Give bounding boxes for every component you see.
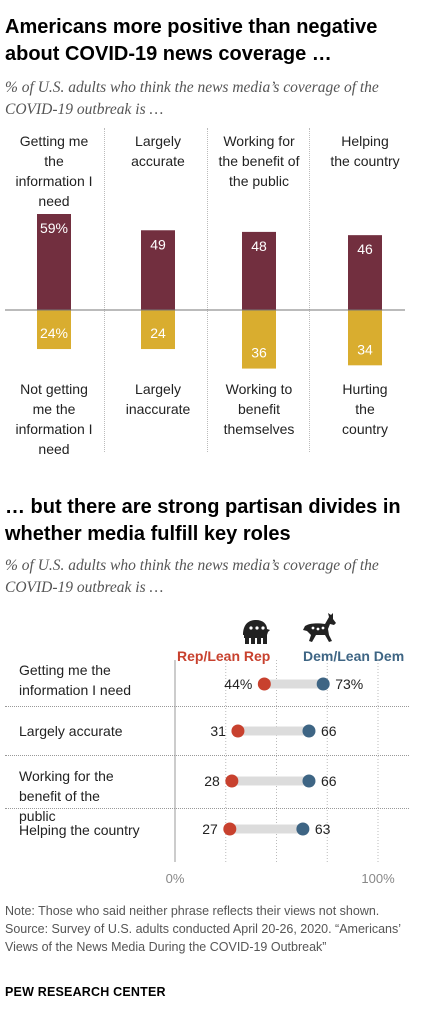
bar-positive-label: 46 bbox=[357, 241, 373, 257]
column-label-bottom: Hurting the country bbox=[342, 381, 388, 437]
bar-negative bbox=[141, 310, 175, 350]
dem-value-label: 63 bbox=[315, 821, 331, 837]
column-divider bbox=[207, 128, 208, 452]
row-divider bbox=[5, 808, 409, 809]
row-divider bbox=[5, 755, 409, 756]
dem-value-label: 66 bbox=[321, 723, 337, 739]
rep-value-label: 28 bbox=[204, 773, 220, 789]
column-label-top: Helping the country bbox=[330, 133, 400, 169]
x-tick-label: 0% bbox=[166, 871, 185, 886]
column-divider bbox=[104, 128, 105, 452]
legend-dem: Dem/Lean Dem bbox=[303, 648, 405, 664]
bar-positive-label: 59% bbox=[40, 220, 68, 236]
rep-dot bbox=[223, 822, 237, 836]
chart-subtitle-1: % of U.S. adults who think the news medi… bbox=[5, 79, 379, 118]
bar-positive bbox=[242, 231, 276, 310]
column-label-bottom: Largely inaccurate bbox=[125, 381, 191, 417]
dem-dot bbox=[302, 774, 316, 788]
bar-negative bbox=[242, 310, 276, 369]
dem-dot bbox=[296, 822, 310, 836]
elephant-icon bbox=[243, 620, 270, 644]
column-divider bbox=[309, 128, 310, 452]
bar-chart-svg: 59% 49 48 46 24% 24 36 34 bbox=[5, 214, 405, 369]
rep-dot bbox=[225, 774, 239, 788]
dot-chart-svg: 44% 73% 31 66 28 66 27 63 0% 100% bbox=[166, 660, 395, 886]
chart-source: Source: Survey of U.S. adults conducted … bbox=[5, 922, 401, 954]
dem-dot bbox=[316, 677, 330, 691]
row-label: Largely accurate bbox=[19, 723, 123, 739]
dem-dot bbox=[302, 724, 316, 738]
bar-negative-label: 24% bbox=[40, 325, 68, 341]
rep-value-label: 27 bbox=[202, 821, 218, 837]
bar-negative bbox=[37, 310, 71, 350]
bar-positive bbox=[37, 214, 71, 310]
bar-positive bbox=[348, 235, 382, 310]
rep-dot bbox=[257, 677, 271, 691]
chart-title-2: … but there are strong partisan divides … bbox=[5, 496, 401, 545]
legend-rep: Rep/Lean Rep bbox=[177, 648, 271, 664]
row-label: Helping the country bbox=[19, 822, 140, 838]
rep-value-label: 44% bbox=[224, 676, 252, 692]
brand-name: PEW RESEARCH CENTER bbox=[5, 985, 166, 999]
dem-value-label: 66 bbox=[321, 773, 337, 789]
x-tick-label: 100% bbox=[361, 871, 395, 886]
column-label-bottom: Not getting me the information I need bbox=[15, 381, 93, 457]
column-label-top: Largely accurate bbox=[131, 133, 185, 169]
bar-negative-label: 36 bbox=[251, 345, 267, 361]
dem-value-label: 73% bbox=[335, 676, 363, 692]
rep-value-label: 31 bbox=[210, 723, 226, 739]
bar-negative-label: 24 bbox=[150, 325, 166, 341]
column-label-bottom: Working to benefit themselves bbox=[223, 381, 295, 437]
column-label-top: Getting me the information I need bbox=[15, 133, 93, 209]
row-label: Working for the benefit of the public bbox=[19, 768, 114, 824]
bar-negative-label: 34 bbox=[357, 341, 373, 357]
donkey-icon bbox=[303, 613, 336, 642]
row-divider bbox=[5, 706, 409, 707]
bar-negative bbox=[348, 310, 382, 366]
bar-positive-label: 49 bbox=[150, 236, 166, 252]
column-label-top: Working for the benefit of the public bbox=[218, 133, 300, 189]
bar-positive bbox=[141, 230, 175, 310]
row-label: Getting me the information I need bbox=[19, 662, 132, 698]
bar-positive-label: 48 bbox=[251, 238, 267, 254]
chart-note: Note: Those who said neither phrase refl… bbox=[5, 904, 380, 918]
chart-title-1: Americans more positive than negative ab… bbox=[5, 16, 378, 65]
rep-dot bbox=[231, 724, 245, 738]
chart-subtitle-2: % of U.S. adults who think the news medi… bbox=[5, 557, 379, 596]
